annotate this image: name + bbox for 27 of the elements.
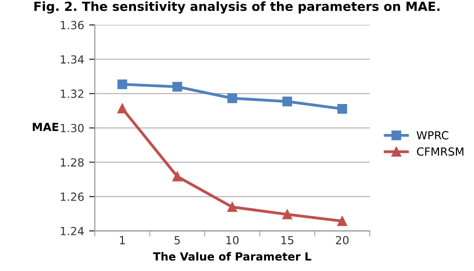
legend-label: WPRC bbox=[416, 131, 448, 140]
point bbox=[117, 79, 128, 90]
x-axis-title: The Value of Parameter L bbox=[153, 252, 312, 261]
point bbox=[337, 104, 348, 114]
point bbox=[337, 216, 348, 226]
x-tick-label: 5 bbox=[174, 236, 180, 244]
point bbox=[117, 104, 128, 114]
y-tick-label: 1.36 bbox=[60, 20, 84, 30]
point bbox=[282, 210, 292, 220]
y-tick-label: 1.30 bbox=[60, 124, 84, 132]
point bbox=[227, 93, 238, 104]
legend-label: CFMRSM bbox=[416, 147, 464, 156]
point bbox=[227, 202, 238, 212]
point bbox=[172, 172, 182, 182]
y-tick-label: 1.34 bbox=[60, 55, 84, 64]
y-tick-label: 1.32 bbox=[60, 90, 84, 98]
point bbox=[172, 82, 182, 92]
y-tick-label: 1.26 bbox=[60, 192, 84, 201]
y-tick-label: 1.24 bbox=[60, 226, 84, 236]
x-tick-label: 15 bbox=[281, 236, 294, 244]
y-tick-label: 1.28 bbox=[60, 158, 84, 167]
point bbox=[282, 96, 292, 106]
x-tick-label: 1 bbox=[120, 236, 125, 244]
y-axis-title: MAE bbox=[32, 122, 58, 131]
x-tick-label: 10 bbox=[226, 236, 239, 244]
chart-title: Fig. 2. The sensitivity analysis of the parameters on MAE. bbox=[34, 1, 440, 14]
x-tick-label: 20 bbox=[336, 236, 349, 244]
